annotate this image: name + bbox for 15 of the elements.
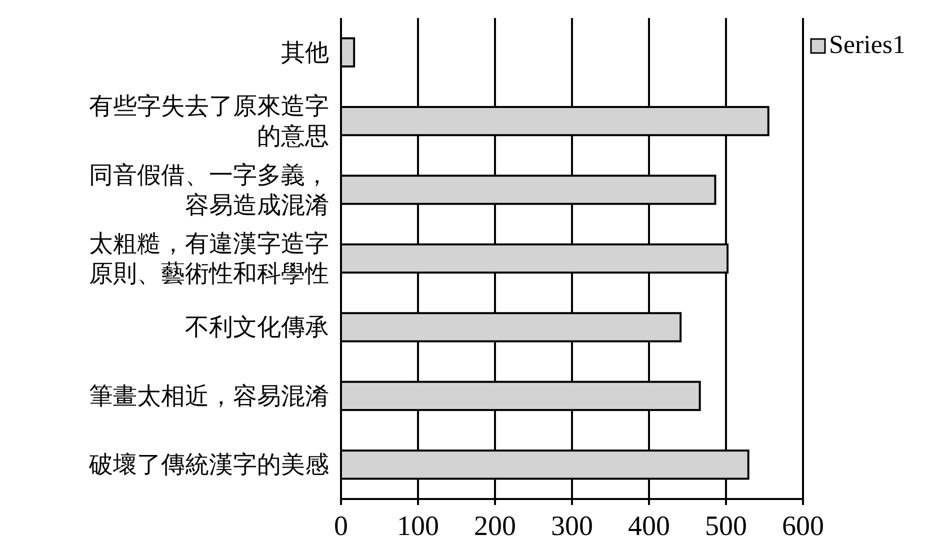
x-tick-label: 600 bbox=[782, 511, 824, 542]
y-tick-label: 破壞了傳統漢字的美感 bbox=[88, 452, 329, 479]
x-tick-label: 500 bbox=[705, 511, 747, 542]
x-tick-label: 300 bbox=[551, 511, 593, 542]
y-tick-label: 筆畫太相近，容易混淆 bbox=[89, 382, 329, 410]
y-tick-label: 太粗糙，有違漢字造字原則、藝術性和科學性 bbox=[89, 230, 329, 288]
y-tick-label: 其他 bbox=[281, 40, 329, 66]
x-tick-label: 200 bbox=[474, 511, 516, 542]
y-tick-label: 同音假借、一字多義，容易造成混淆 bbox=[89, 162, 329, 219]
y-tick-label: 不利文化傳承 bbox=[185, 314, 329, 342]
legend-label: Series1 bbox=[829, 30, 906, 59]
y-tick-label: 有些字失去了原來造字的意思 bbox=[89, 93, 329, 150]
x-tick-label: 100 bbox=[397, 511, 439, 542]
x-tick-label: 400 bbox=[628, 511, 670, 542]
x-tick-label: 0 bbox=[334, 511, 348, 542]
